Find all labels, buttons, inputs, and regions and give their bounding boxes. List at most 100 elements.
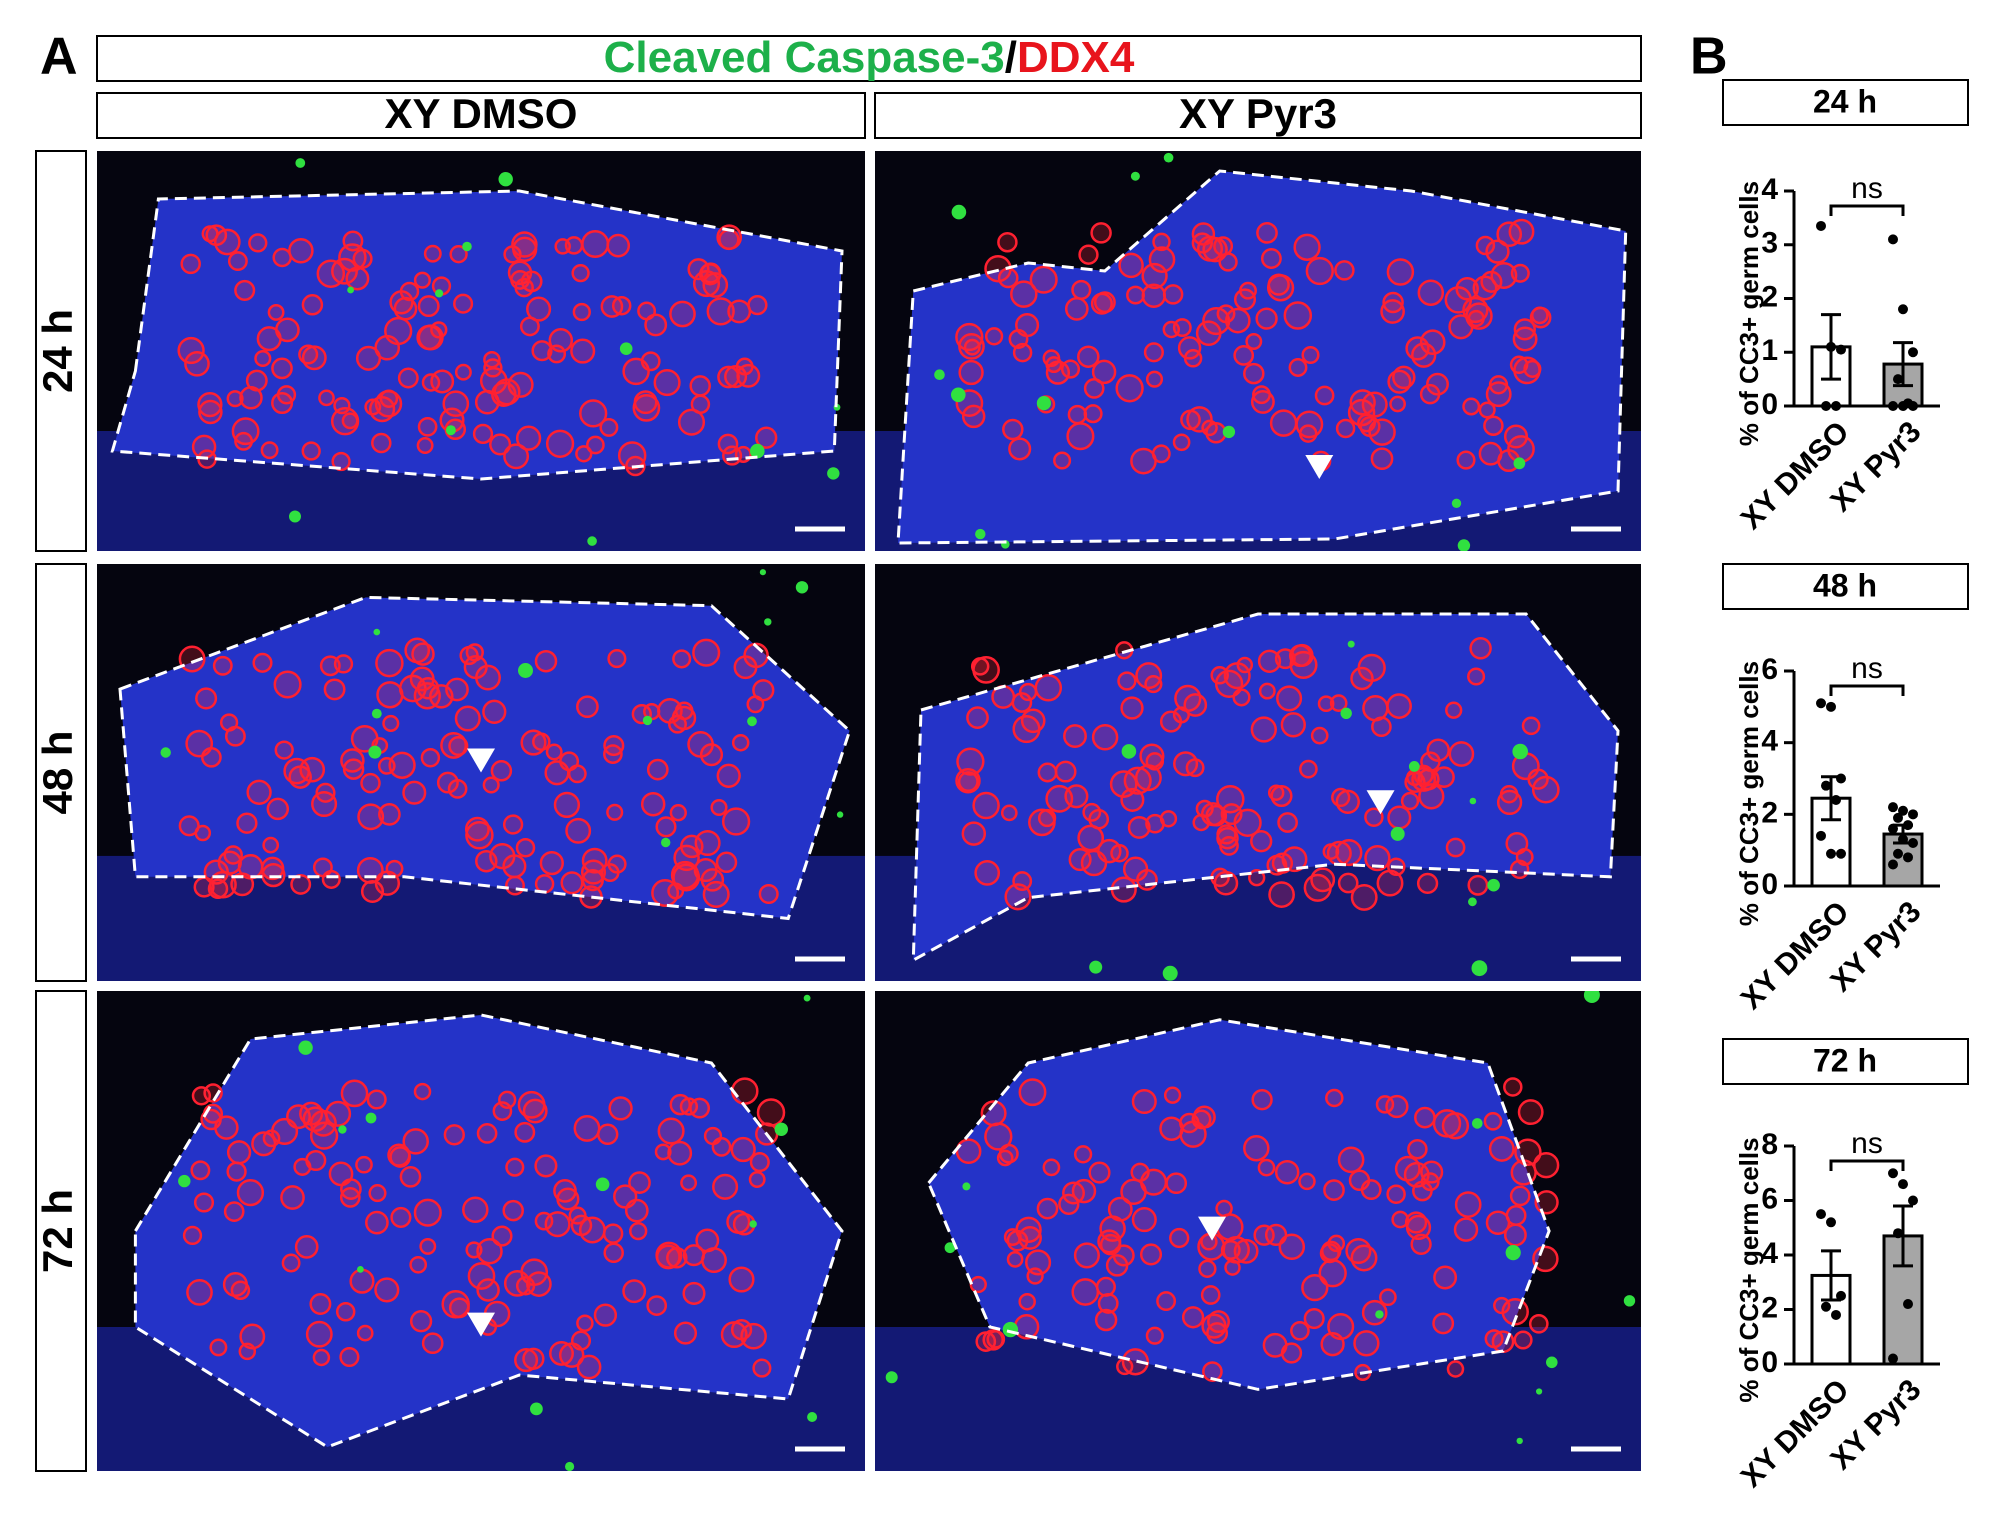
germ-cell [198,399,223,425]
germ-cell [1018,1225,1042,1250]
germ-cell [1419,383,1441,405]
cc3-signal [1089,960,1103,974]
germ-cell [740,1322,767,1350]
germ-cell [1239,281,1257,300]
germ-cell [462,1196,489,1223]
germ-cell [519,316,540,337]
error-bar [1893,341,1913,388]
germ-cell [1331,787,1351,808]
germ-cell [1095,1276,1116,1297]
germ-cell [640,351,661,372]
germ-cell [375,648,404,678]
cc3-signal [365,1112,377,1124]
arrowhead [1198,1216,1227,1241]
germ-cell [526,296,552,322]
cc3-signal [951,387,966,403]
germ-cell [1083,378,1105,399]
germ-cell [1467,874,1489,896]
arrowhead [1305,455,1334,479]
error-bar [1821,1249,1841,1302]
y-tick-label: 0 [1761,388,1778,421]
germ-cell [368,1184,387,1203]
data-point [1888,401,1898,411]
germ-cell [1093,291,1116,314]
germ-cell [1183,693,1208,717]
germ-cell [1003,1228,1022,1247]
germ-cell [974,860,1001,886]
germ-cell [301,294,324,316]
germ-cell [178,815,200,837]
germ-cell [404,637,431,664]
germ-cell [1163,1086,1182,1104]
germ-cell [654,1143,672,1161]
germ-cell [1337,1146,1365,1174]
germ-cell [1325,1088,1344,1108]
germ-cell [1405,336,1430,361]
germ-cell [1276,685,1303,712]
germ-cell [617,441,647,470]
germ-cell [234,279,256,301]
germ-cell [190,1160,211,1181]
germ-cell [560,871,584,895]
germ-cell [1514,1138,1542,1166]
germ-cell [413,271,431,289]
cc3-signal [1130,171,1140,181]
row-label: 24 h [34,309,81,393]
germ-cell [1448,741,1475,767]
germ-cell [226,1140,252,1165]
germ-cell [956,747,985,776]
germ-cell [599,417,619,437]
germ-cell [1028,808,1056,837]
y-tick-label: 0 [1761,1346,1778,1379]
germ-cell [689,375,711,397]
germ-cell [717,365,740,389]
germ-cell [1185,758,1205,778]
germ-cell [333,396,351,415]
data-point [1893,374,1903,385]
germ-cell [1159,1116,1184,1141]
data-point [1836,344,1846,355]
y-tick-label: 3 [1761,227,1778,260]
germ-cell [1521,716,1541,736]
row-label: 72 h [34,1189,81,1273]
cc3-signal [1121,744,1137,759]
germ-cell [311,790,338,818]
cc3-signal [803,994,811,1002]
data-point [1888,234,1898,245]
germ-cell [728,1266,755,1293]
germ-cell [1202,1361,1223,1382]
germ-cell [1018,1078,1047,1107]
data-point [1903,1299,1913,1310]
germ-cell [1364,844,1391,872]
data-point [1836,848,1846,859]
germ-cell [365,1210,389,1235]
germ-cell [1426,372,1449,396]
germ-cell [298,344,319,365]
germ-cell [749,1152,770,1173]
germ-cell [646,1295,668,1316]
germ-cell [1389,395,1406,413]
germ-cell [607,854,627,874]
germ-cell [1379,1288,1397,1307]
significance-label: ns [1851,652,1883,685]
germ-cell [463,655,488,680]
title-red: DDX4 [1017,33,1135,82]
germ-cell [716,763,741,788]
column-header: XY DMSO [385,90,578,137]
germ-cell [1334,260,1355,281]
germ-cell [1278,1233,1306,1261]
germ-cell [1000,804,1018,822]
germ-cell [1148,246,1176,273]
germ-cell [1353,1330,1380,1357]
germ-cell [689,1097,711,1119]
germ-cell [1404,1211,1428,1234]
germ-cell [1350,883,1378,911]
germ-cell [1045,784,1074,813]
germ-cell [399,281,420,302]
y-axis-label: % of CC3+ germ cells [1734,661,1764,926]
data-point [1893,812,1903,823]
germ-cell [727,299,752,324]
germ-cell [669,1093,692,1116]
significance-bracket [1829,204,1905,216]
germ-cell [545,743,563,761]
